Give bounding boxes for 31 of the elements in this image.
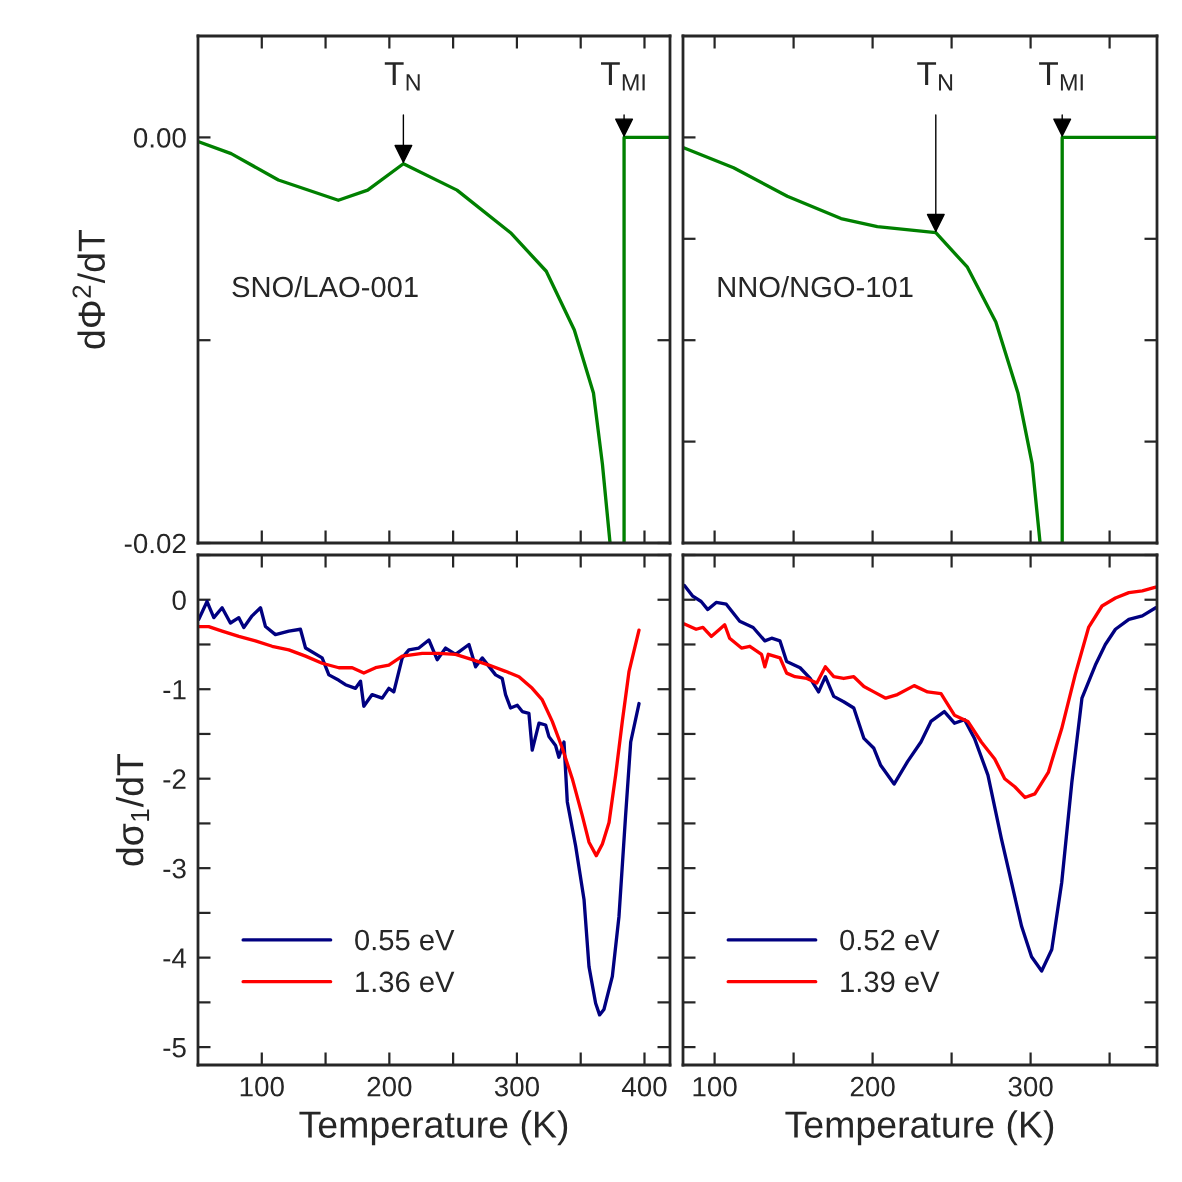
x-tick-label: 300 (494, 1076, 540, 1097)
annotation: T$_{N}$ (917, 62, 953, 91)
y-tick-label: -4 (163, 948, 187, 968)
x-tick-label: 100 (693, 1076, 737, 1097)
y-axis-title: dσ$_{1}$/dT (115, 753, 150, 866)
legend-label: 1.36 eV (356, 971, 455, 993)
legend-label: 1.39 eV (841, 971, 940, 993)
y-tick-label: 0.00 (133, 128, 186, 148)
x-axis-title: Temperature (K) (299, 1110, 568, 1146)
legend-label: 0.52 eV (840, 929, 940, 951)
x-tick-label: 400 (621, 1076, 667, 1097)
legend-label: 0.55 eV (355, 929, 455, 951)
x-axis-title: Temperature (K) (785, 1110, 1054, 1146)
y-axis-title: dΦ$^{2}$/dT (72, 230, 106, 349)
annotation: NNO/NGO-101 (718, 275, 913, 298)
y-tick-label: -0.02 (124, 533, 186, 554)
line-series (198, 624, 641, 858)
x-tick-label: 100 (240, 1076, 284, 1097)
y-tick-label: -2 (163, 769, 186, 789)
annotation: T$_{N}$ (384, 62, 420, 91)
annotation: T$_{MI}$ (600, 62, 645, 91)
x-tick-label: 200 (850, 1076, 895, 1097)
y-tick-label: -5 (163, 1038, 186, 1058)
y-tick-label: -1 (163, 680, 186, 700)
line-series (198, 599, 641, 1017)
annotation: T$_{MI}$ (1039, 62, 1083, 91)
x-tick-label: 300 (1008, 1076, 1053, 1097)
y-tick-label: -3 (163, 858, 186, 879)
x-tick-label: 200 (367, 1076, 412, 1097)
y-tick-label: 0 (172, 590, 186, 611)
annotation: SNO/LAO-001 (232, 275, 418, 298)
